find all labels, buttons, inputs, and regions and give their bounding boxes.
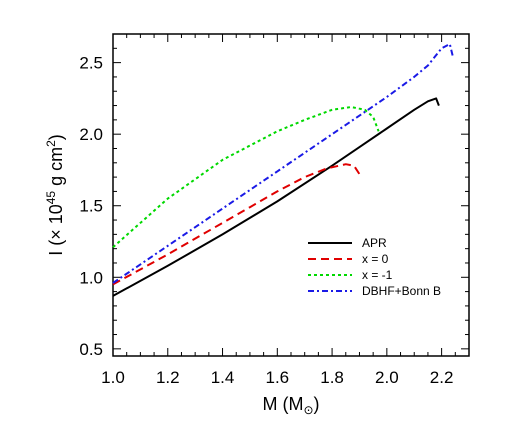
y-axis-label-main: I (× 10 bbox=[46, 204, 66, 256]
y-axis-label-sup2: 2 bbox=[44, 140, 58, 147]
x-tick-label: 1.6 bbox=[265, 368, 289, 387]
ticks bbox=[112, 33, 470, 356]
y-axis-label-sup1: 45 bbox=[44, 191, 58, 205]
y-tick-label: 1.5 bbox=[79, 197, 103, 216]
legend-label-0: APR bbox=[362, 236, 387, 250]
y-tick-label: 2.5 bbox=[79, 54, 103, 73]
series-line-2 bbox=[112, 106, 380, 248]
legend: APR x = 0 x = -1 DBHF+Bonn B bbox=[308, 236, 441, 298]
x-axis-label-close: ) bbox=[314, 394, 320, 414]
plot-frame bbox=[112, 33, 470, 357]
x-tick-label: 1.4 bbox=[211, 368, 235, 387]
x-tick-label: 2.0 bbox=[375, 368, 399, 387]
y-axis-label: I (× 1045 g cm2) bbox=[44, 134, 66, 256]
legend-label-1: x = 0 bbox=[362, 252, 389, 266]
x-axis-label-main: M (M bbox=[262, 394, 303, 414]
x-tick-label: 1.0 bbox=[101, 368, 125, 387]
series-lines bbox=[112, 43, 454, 297]
y-axis-label-mid: g cm bbox=[46, 147, 66, 191]
legend-label-2: x = -1 bbox=[362, 268, 393, 282]
legend-label-3: DBHF+Bonn B bbox=[362, 284, 441, 298]
x-tick-label: 1.2 bbox=[156, 368, 180, 387]
series-line-3 bbox=[112, 43, 454, 284]
series-line-1 bbox=[112, 163, 361, 286]
x-axis-label-sub: ⊙ bbox=[303, 403, 313, 417]
y-tick-label: 0.5 bbox=[79, 340, 103, 359]
tick-labels: 1.0 1.2 1.4 1.6 1.8 2.0 2.2 0.5 1.0 1.5 2.0 2.5 bbox=[79, 54, 453, 387]
y-tick-label: 1.0 bbox=[79, 268, 103, 287]
series-line-0 bbox=[112, 97, 440, 297]
x-axis-label: M (M⊙) bbox=[262, 394, 319, 417]
y-axis-label-close: ) bbox=[46, 134, 66, 140]
x-tick-label: 2.2 bbox=[430, 368, 454, 387]
y-tick-label: 2.0 bbox=[79, 125, 103, 144]
x-tick-label: 1.8 bbox=[320, 368, 344, 387]
